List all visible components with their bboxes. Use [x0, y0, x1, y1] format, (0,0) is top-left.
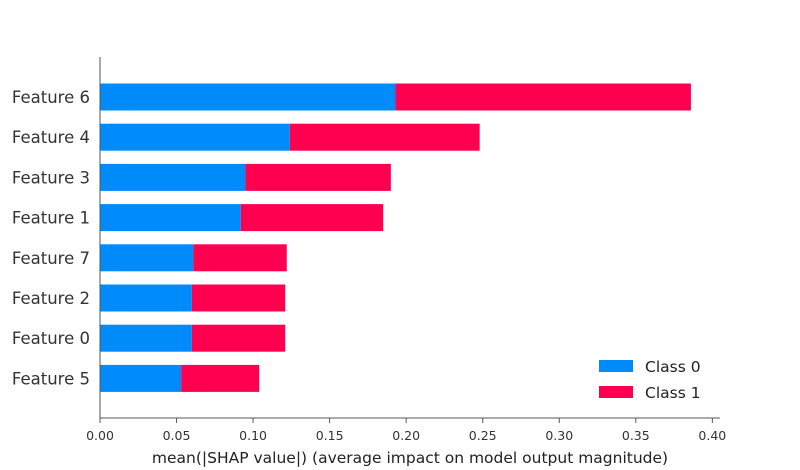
legend-swatch-class-0	[599, 360, 633, 372]
bar-feature-7-class-0	[100, 244, 194, 272]
y-labels-group: Feature 6 Feature 4 Feature 3 Feature 1 Feat…	[12, 88, 90, 388]
bar-feature-2-class-0	[100, 284, 192, 312]
y-tick-label: Feature 0	[12, 329, 90, 348]
x-tick-label: 0.35	[622, 428, 650, 443]
x-ticks-group: 0.00 0.05 0.10 0.15 0.20 0.25 0.30 0.35 0.40	[86, 418, 726, 443]
bar-feature-4-class-1	[289, 123, 480, 151]
bar-feature-4-class-0	[100, 123, 290, 151]
bar-feature-6-class-0	[100, 83, 396, 111]
legend-swatch-class-1	[599, 386, 633, 398]
x-axis-title: mean(|SHAP value|) (average impact on mo…	[152, 449, 668, 467]
bar-feature-5-class-0	[100, 364, 182, 392]
y-tick-label: Feature 3	[12, 168, 90, 187]
bar-feature-0-class-1	[191, 324, 286, 352]
bar-feature-2-class-1	[191, 284, 286, 312]
bar-feature-6-class-1	[395, 83, 691, 111]
y-tick-label: Feature 7	[12, 249, 90, 268]
legend: Class 0 Class 1	[599, 358, 701, 402]
x-tick-label: 0.00	[86, 428, 114, 443]
y-tick-label: Feature 4	[12, 128, 90, 147]
x-tick-label: 0.25	[469, 428, 497, 443]
x-tick-label: 0.20	[392, 428, 420, 443]
legend-label-class-0: Class 0	[645, 358, 701, 376]
bar-feature-5-class-1	[181, 364, 260, 392]
y-tick-label: Feature 1	[12, 209, 90, 228]
bar-feature-3-class-1	[245, 163, 391, 191]
x-tick-label: 0.10	[239, 428, 267, 443]
x-tick-label: 0.30	[545, 428, 573, 443]
bar-feature-3-class-0	[100, 163, 246, 191]
bar-feature-1-class-0	[100, 204, 241, 232]
legend-label-class-1: Class 1	[645, 384, 701, 402]
y-tick-label: Feature 6	[12, 88, 90, 107]
x-tick-label: 0.15	[316, 428, 344, 443]
y-tick-label: Feature 2	[12, 289, 90, 308]
bar-feature-1-class-1	[240, 204, 384, 232]
bars-group	[100, 83, 691, 392]
bar-feature-7-class-1	[193, 244, 287, 272]
x-tick-label: 0.05	[163, 428, 191, 443]
y-tick-label: Feature 5	[12, 369, 90, 388]
bar-feature-0-class-0	[100, 324, 192, 352]
x-tick-label: 0.40	[698, 428, 726, 443]
